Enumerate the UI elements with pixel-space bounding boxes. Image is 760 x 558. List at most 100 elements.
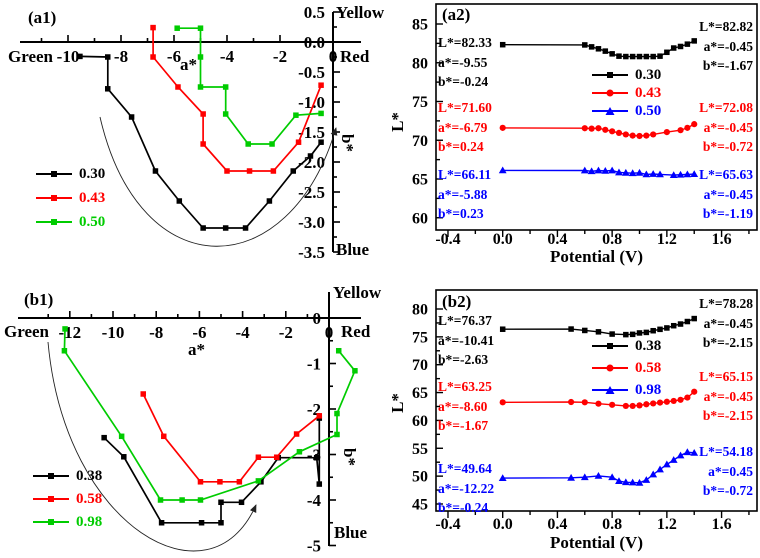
annotation-line: L*=49.64 [438, 461, 492, 476]
annotation-line: L*=78.28 [699, 296, 753, 311]
a1-ab-chart: -10 -8 -6 -4 -2 00.50.0-0.5-1.0-1.5-2.0-2.5-3… [20, 3, 361, 262]
square-marker-icon [51, 171, 57, 177]
svg-text:50: 50 [412, 469, 428, 486]
square-marker-icon [48, 473, 54, 479]
annotation-line: a*=-0.45 [703, 388, 753, 404]
legend-label: 0.43 [635, 84, 662, 101]
legend-a1: 0.30 0.43 0.50 [36, 166, 105, 230]
x-axis-title-a1: a* [180, 55, 197, 74]
annotation-line: b*=-0.72 [702, 483, 753, 498]
legend-line [33, 496, 69, 502]
x-axis-title-b2: Potential (V) [549, 533, 643, 552]
svg-text:-8: -8 [149, 323, 163, 342]
a2-lstar-chart: -0.4 0.0 0.4 0.8 1.2 1.6 60 65 70 75 80 85 [412, 3, 758, 249]
svg-text:60: 60 [412, 210, 428, 227]
svg-text:0.5: 0.5 [304, 3, 325, 22]
svg-text:75: 75 [412, 329, 428, 346]
annotation-final-0.50: L*=65.63 a*=-0.45 b*=-1.19 [699, 165, 753, 224]
svg-text:0: 0 [329, 47, 338, 66]
svg-text:0.0: 0.0 [493, 516, 513, 533]
legend-item: 0.50 [36, 214, 105, 230]
annotation-line: a*=0.45 [708, 463, 753, 479]
annotation-final-0.43: L*=72.08 a*=-0.45 b*=-0.72 [699, 98, 753, 157]
b1-ticks [47, 311, 336, 547]
legend-label: 0.43 [79, 189, 106, 206]
legend-line [592, 386, 628, 394]
annotation-initial-0.38: L*=76.37 a*=-10.41 b*=-2.63 [438, 311, 494, 370]
b1-ab-chart: -12 -10 -8 -6 -4 -2 00-1-2-3-4-5 [18, 292, 361, 556]
svg-text:-5: -5 [307, 537, 321, 556]
svg-text:-2.5: -2.5 [298, 183, 325, 202]
svg-text:-12: -12 [58, 323, 81, 342]
svg-text:65: 65 [412, 172, 428, 189]
annotation-line: L*=82.33 [438, 35, 492, 50]
annotation-line: L*=76.37 [438, 313, 492, 328]
annotation-initial-0.50: L*=66.11 a*=-5.88 b*=0.23 [438, 165, 491, 224]
b2-series-0.38 [499, 315, 697, 338]
annotation-final-0.30: L*=82.82 a*=-0.45 b*=-1.67 [699, 17, 753, 76]
direction-label-red: Red [341, 322, 371, 341]
circle-marker-icon [606, 364, 614, 372]
b1-axes [18, 292, 361, 546]
x-axis-title-b1: a* [188, 340, 205, 359]
legend-line [592, 343, 628, 349]
annotation-line: b*=-1.19 [702, 206, 753, 221]
direction-label-red: Red [340, 47, 370, 66]
svg-text:-1.0: -1.0 [298, 93, 325, 112]
y-axis-title-b2: L* [387, 393, 407, 413]
a2-series-0.50 [498, 166, 699, 179]
svg-text:-1: -1 [307, 355, 321, 374]
legend-label: 0.30 [79, 165, 106, 182]
annotation-line: a*=-0.45 [703, 119, 753, 135]
legend-line [592, 107, 628, 115]
b1-trend-arrow [47, 341, 257, 552]
svg-text:0.4: 0.4 [547, 231, 567, 248]
svg-text:1.2: 1.2 [657, 231, 677, 248]
legend-label: 0.50 [635, 102, 662, 119]
b1-tick-labels: -12 -10 -8 -6 -4 -2 00-1-2-3-4-5 [58, 309, 333, 556]
svg-text:-0.5: -0.5 [298, 63, 325, 82]
annotation-line: b*=-2.15 [702, 408, 753, 423]
legend-line [33, 519, 69, 525]
annotation-line: b*=-0.24 [438, 74, 489, 89]
direction-label-green: Green [4, 322, 50, 341]
annotation-line: L*=71.60 [438, 100, 492, 115]
circle-marker-icon [606, 89, 614, 97]
legend-label: 0.58 [635, 359, 662, 376]
direction-label-blue: Blue [334, 523, 368, 542]
square-marker-icon [607, 72, 613, 78]
a1-series-0.30 [77, 53, 324, 231]
a2-tick-labels: -0.4 0.0 0.4 0.8 1.2 1.6 60 65 70 75 80 85 [412, 17, 732, 249]
legend-label: 0.38 [76, 467, 103, 484]
legend-line [592, 89, 628, 97]
svg-text:0: 0 [313, 309, 322, 328]
square-marker-icon [48, 496, 54, 502]
svg-text:-2: -2 [273, 47, 287, 66]
legend-item: 0.98 [592, 382, 661, 398]
legend-line [592, 364, 628, 372]
annotation-line: a*=-9.55 [438, 54, 488, 70]
direction-label-yellow: Yellow [336, 3, 385, 22]
legend-item: 0.58 [592, 360, 661, 376]
legend-item: 0.43 [592, 85, 661, 101]
legend-b1: 0.38 0.58 0.98 [33, 468, 102, 530]
a1-series-0.50 [174, 25, 324, 147]
annotation-final-0.58: L*=65.15 a*=-0.45 b*=-2.15 [699, 367, 753, 426]
legend-a2: 0.30 0.43 0.50 [592, 67, 661, 119]
annotation-line: a*=-8.60 [438, 398, 488, 414]
svg-text:0.8: 0.8 [602, 231, 622, 248]
svg-text:-0.4: -0.4 [435, 516, 460, 533]
legend-label: 0.58 [76, 490, 103, 507]
svg-text:60: 60 [412, 413, 428, 430]
legend-item: 0.98 [33, 514, 102, 530]
annotation-line: b*=-1.67 [702, 58, 753, 73]
legend-item: 0.38 [33, 468, 102, 484]
direction-label-yellow: Yellow [333, 283, 382, 302]
annotation-line: a*=-10.41 [438, 332, 495, 348]
annotation-line: a*=-0.45 [703, 186, 753, 202]
svg-text:-2.0: -2.0 [298, 153, 325, 172]
legend-label: 0.98 [635, 381, 662, 398]
svg-text:0.0: 0.0 [493, 231, 513, 248]
annotation-final-0.38: L*=78.28 a*=-0.45 b*=-2.15 [699, 294, 753, 353]
square-marker-icon [51, 219, 57, 225]
